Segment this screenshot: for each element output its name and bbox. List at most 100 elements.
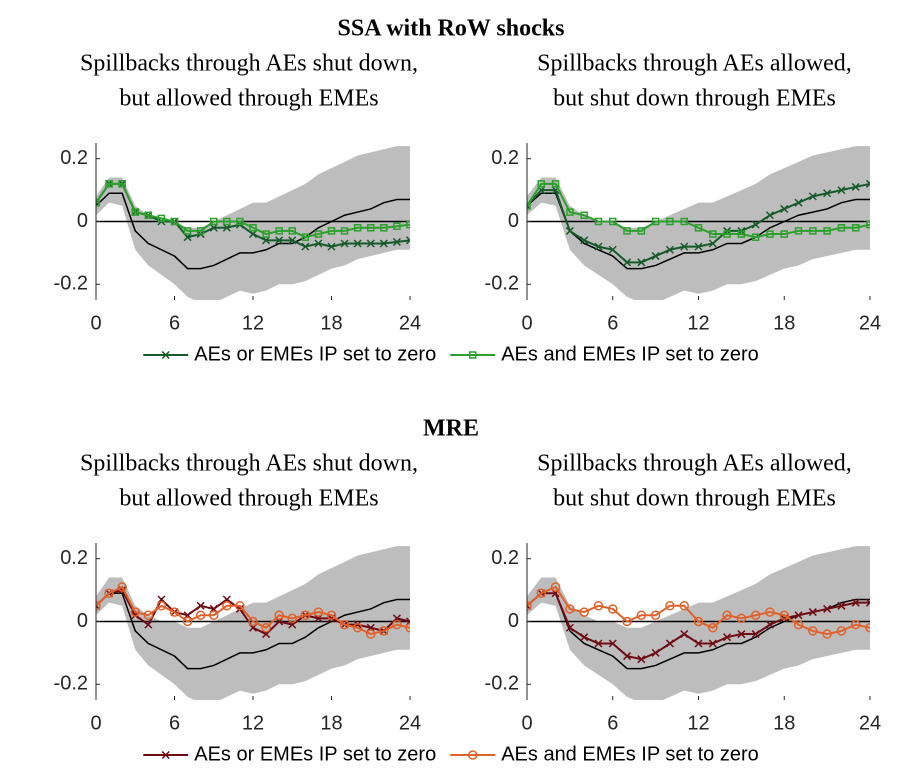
panel-subtitle: but shut down through EMEs (553, 486, 836, 512)
marker (780, 230, 788, 238)
legend: AEs or EMEs IP set to zero AEs and EMEs I… (143, 743, 759, 765)
marker (651, 648, 660, 657)
marker (314, 239, 323, 248)
marker (751, 220, 760, 229)
marker (866, 220, 870, 229)
marker (117, 582, 127, 592)
marker (650, 610, 661, 620)
x-tick-label: 0 (521, 312, 532, 334)
marker (665, 245, 674, 254)
marker (708, 639, 717, 648)
marker (288, 236, 297, 245)
marker (366, 239, 375, 248)
marker (287, 613, 297, 624)
marker (865, 598, 870, 607)
marker (809, 227, 817, 235)
baseline-line (527, 192, 870, 270)
plot-area (96, 546, 410, 700)
plot-area (527, 146, 870, 300)
panel-subtitle: Spillbacks through AEs allowed, (537, 51, 852, 77)
x-tick-label: 12 (687, 312, 709, 334)
x-tick-label: 12 (242, 312, 264, 334)
marker (161, 750, 170, 760)
marker (366, 629, 376, 639)
x-tick-label: 18 (320, 312, 342, 334)
marker (851, 182, 860, 191)
marker (594, 639, 603, 648)
y-tick-label: 0 (508, 610, 519, 632)
marker (96, 601, 101, 611)
marker (313, 607, 324, 617)
plot-area (96, 146, 410, 300)
marker (144, 211, 153, 219)
y-tick-label: 0.2 (60, 547, 88, 569)
marker (223, 217, 231, 226)
marker (580, 211, 588, 219)
x-tick-label: 12 (242, 712, 264, 734)
marker (794, 198, 803, 207)
marker (794, 227, 803, 235)
marker (182, 616, 193, 627)
marker (288, 227, 296, 235)
series-line (527, 182, 870, 239)
y-tick-label: -0.2 (54, 673, 88, 695)
marker (750, 610, 761, 620)
marker (822, 629, 832, 639)
marker (161, 350, 170, 360)
marker (156, 601, 167, 611)
marker (623, 227, 631, 235)
marker (593, 601, 604, 611)
marker (105, 180, 113, 188)
y-tick-label: 0 (77, 210, 88, 232)
marker (301, 233, 310, 241)
marker (865, 179, 870, 188)
marker (708, 239, 717, 248)
marker (836, 626, 847, 636)
x-tick-label: 18 (773, 312, 795, 334)
x-tick-label: 24 (859, 312, 881, 334)
marker (235, 601, 245, 611)
plot-area (527, 546, 870, 700)
marker (693, 616, 704, 627)
marker (651, 252, 660, 261)
marker (196, 227, 205, 235)
x-tick-label: 24 (399, 712, 421, 734)
marker (406, 220, 410, 229)
marker (580, 633, 589, 642)
marker (680, 242, 689, 251)
marker (823, 189, 832, 198)
marker (837, 224, 846, 232)
marker (261, 623, 271, 633)
marker (766, 230, 774, 238)
marker (579, 607, 589, 617)
y-tick-label: 0 (77, 610, 88, 632)
marker (262, 230, 270, 238)
marker (580, 236, 589, 245)
marker (527, 202, 531, 210)
marker (780, 204, 789, 213)
marker (249, 224, 257, 232)
marker (751, 630, 760, 639)
x-tick-label: 6 (169, 312, 180, 334)
marker (339, 619, 350, 630)
marker (609, 217, 617, 226)
panel-subtitle: Spillbacks through AEs shut down, (80, 451, 418, 477)
confidence-band (527, 146, 870, 300)
marker (608, 245, 617, 254)
marker (793, 619, 804, 630)
y-tick-label: 0 (508, 210, 519, 232)
marker (157, 214, 166, 223)
marker (537, 180, 546, 188)
marker (130, 607, 140, 617)
marker (392, 237, 401, 246)
marker (275, 236, 284, 245)
marker (623, 258, 632, 267)
marker (723, 230, 731, 238)
marker (468, 351, 477, 359)
marker (708, 623, 718, 633)
marker (196, 601, 205, 610)
y-tick-label: 0.2 (491, 547, 519, 569)
baseline-line (96, 592, 410, 670)
marker (808, 608, 817, 617)
